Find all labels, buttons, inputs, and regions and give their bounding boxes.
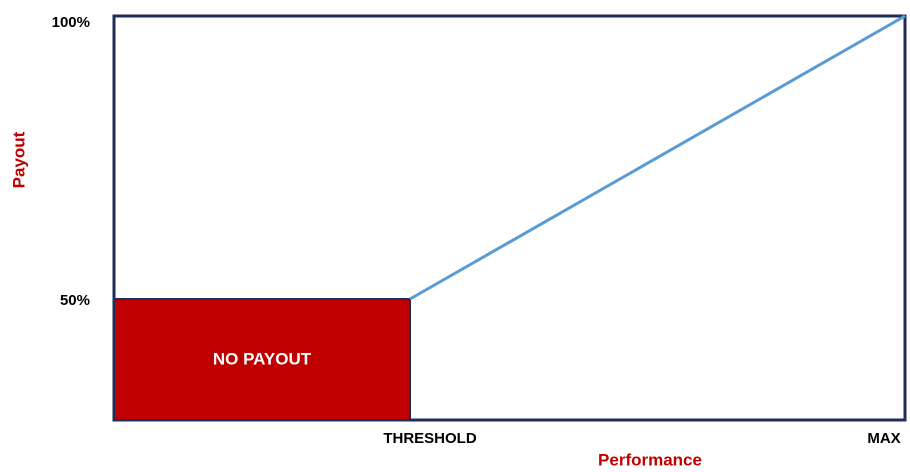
x-tick-label: THRESHOLD — [383, 430, 477, 447]
y-tick-label: 100% — [52, 14, 90, 31]
region-label: NO PAYOUT — [213, 349, 312, 368]
y-axis-label: Payout — [9, 131, 28, 188]
payout-line — [409, 14, 906, 301]
x-tick-label: MAX — [867, 430, 900, 447]
no-payout-region — [113, 298, 411, 421]
y-tick-label: 50% — [60, 292, 90, 309]
x-axis-label: Performance — [598, 450, 702, 469]
